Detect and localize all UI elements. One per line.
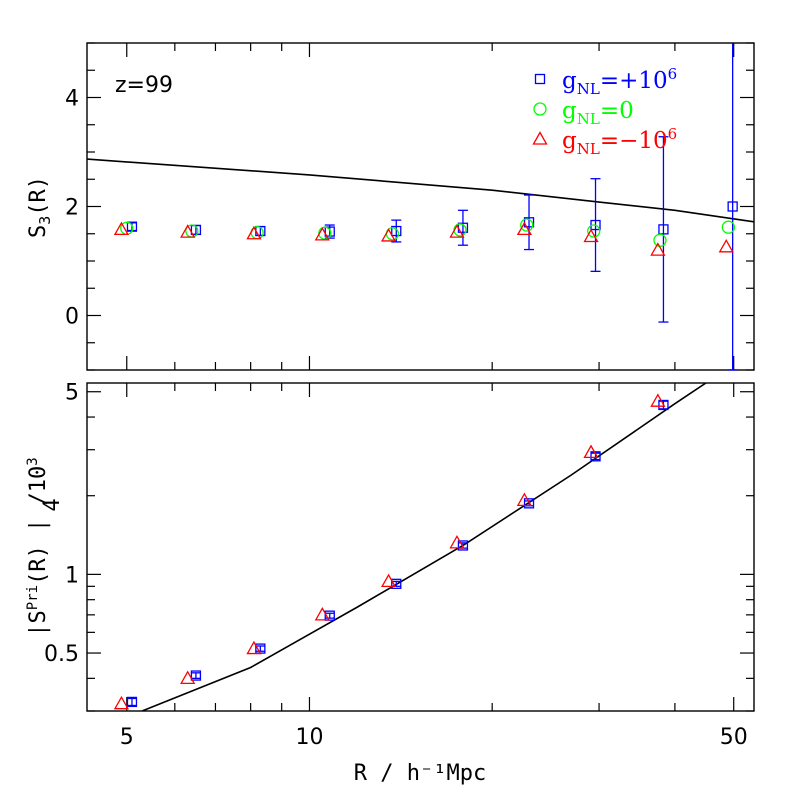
data-point-square bbox=[391, 225, 402, 237]
legend-label: gNL=+106 bbox=[562, 65, 677, 98]
data-point-triangle bbox=[314, 607, 330, 621]
redshift-annotation: z=99 bbox=[115, 73, 173, 98]
y-tick-label: 5 bbox=[65, 381, 79, 406]
data-point-square bbox=[727, 201, 738, 212]
data-point-square bbox=[190, 224, 202, 236]
data-point-triangle bbox=[380, 573, 397, 588]
data-point-triangle bbox=[449, 224, 465, 238]
data-point-triangle bbox=[180, 670, 196, 685]
plot-frame bbox=[86, 382, 755, 712]
data-point-triangle bbox=[650, 242, 666, 256]
y-axis-label-bottom: |SPri(R) | /103 bbox=[25, 457, 51, 636]
x-axis-label: R / h⁻¹Mpc bbox=[354, 761, 486, 786]
data-point-triangle bbox=[583, 444, 599, 459]
theory-curve bbox=[87, 158, 754, 223]
data-point-triangle bbox=[314, 227, 330, 241]
legend-label: gNL=−106 bbox=[562, 125, 677, 158]
data-point-square bbox=[590, 451, 601, 462]
data-point-triangle bbox=[516, 492, 533, 506]
data-point-square bbox=[391, 578, 402, 589]
y-axis-label-top: S3(R) bbox=[26, 176, 54, 238]
data-point-square bbox=[523, 498, 535, 509]
data-point-triangle bbox=[449, 535, 465, 549]
x-tick-label: 50 bbox=[720, 725, 748, 750]
data-point-triangle bbox=[380, 228, 397, 242]
data-point-circle bbox=[587, 224, 601, 238]
y-tick-label: 1 bbox=[65, 563, 79, 588]
data-point-circle bbox=[721, 220, 736, 234]
data-point-triangle bbox=[516, 221, 533, 236]
legend-label: gNL=0 bbox=[562, 98, 634, 128]
y-tick-label: 2 bbox=[65, 196, 79, 221]
data-point-triangle bbox=[246, 640, 262, 655]
data-point-square bbox=[126, 696, 138, 708]
data-point-square bbox=[457, 540, 469, 551]
y-label-subscript: 4 bbox=[40, 498, 65, 511]
theory-curve bbox=[141, 383, 707, 711]
data-point-triangle bbox=[650, 393, 666, 407]
y-tick-label: 4 bbox=[65, 87, 79, 112]
legend-marker-square bbox=[534, 73, 546, 85]
data-point-triangle bbox=[113, 695, 130, 710]
data-point-square bbox=[324, 610, 335, 621]
data-point-triangle bbox=[180, 224, 196, 238]
legend-marker-triangle bbox=[532, 131, 548, 145]
y-tick-label: 0.5 bbox=[44, 642, 79, 667]
data-point-square bbox=[658, 399, 669, 411]
y-tick-label: 0 bbox=[65, 305, 79, 330]
data-point-triangle bbox=[583, 228, 599, 243]
data-point-triangle bbox=[246, 225, 262, 240]
data-point-triangle bbox=[113, 221, 130, 236]
legend-marker-circle bbox=[533, 102, 547, 116]
data-point-triangle bbox=[718, 239, 734, 253]
data-point-square bbox=[658, 224, 669, 235]
x-tick-label: 10 bbox=[295, 725, 323, 750]
data-point-square bbox=[190, 670, 202, 681]
data-point-circle bbox=[653, 233, 667, 247]
x-tick-label: 5 bbox=[120, 725, 134, 750]
data-point-circle bbox=[520, 218, 534, 232]
